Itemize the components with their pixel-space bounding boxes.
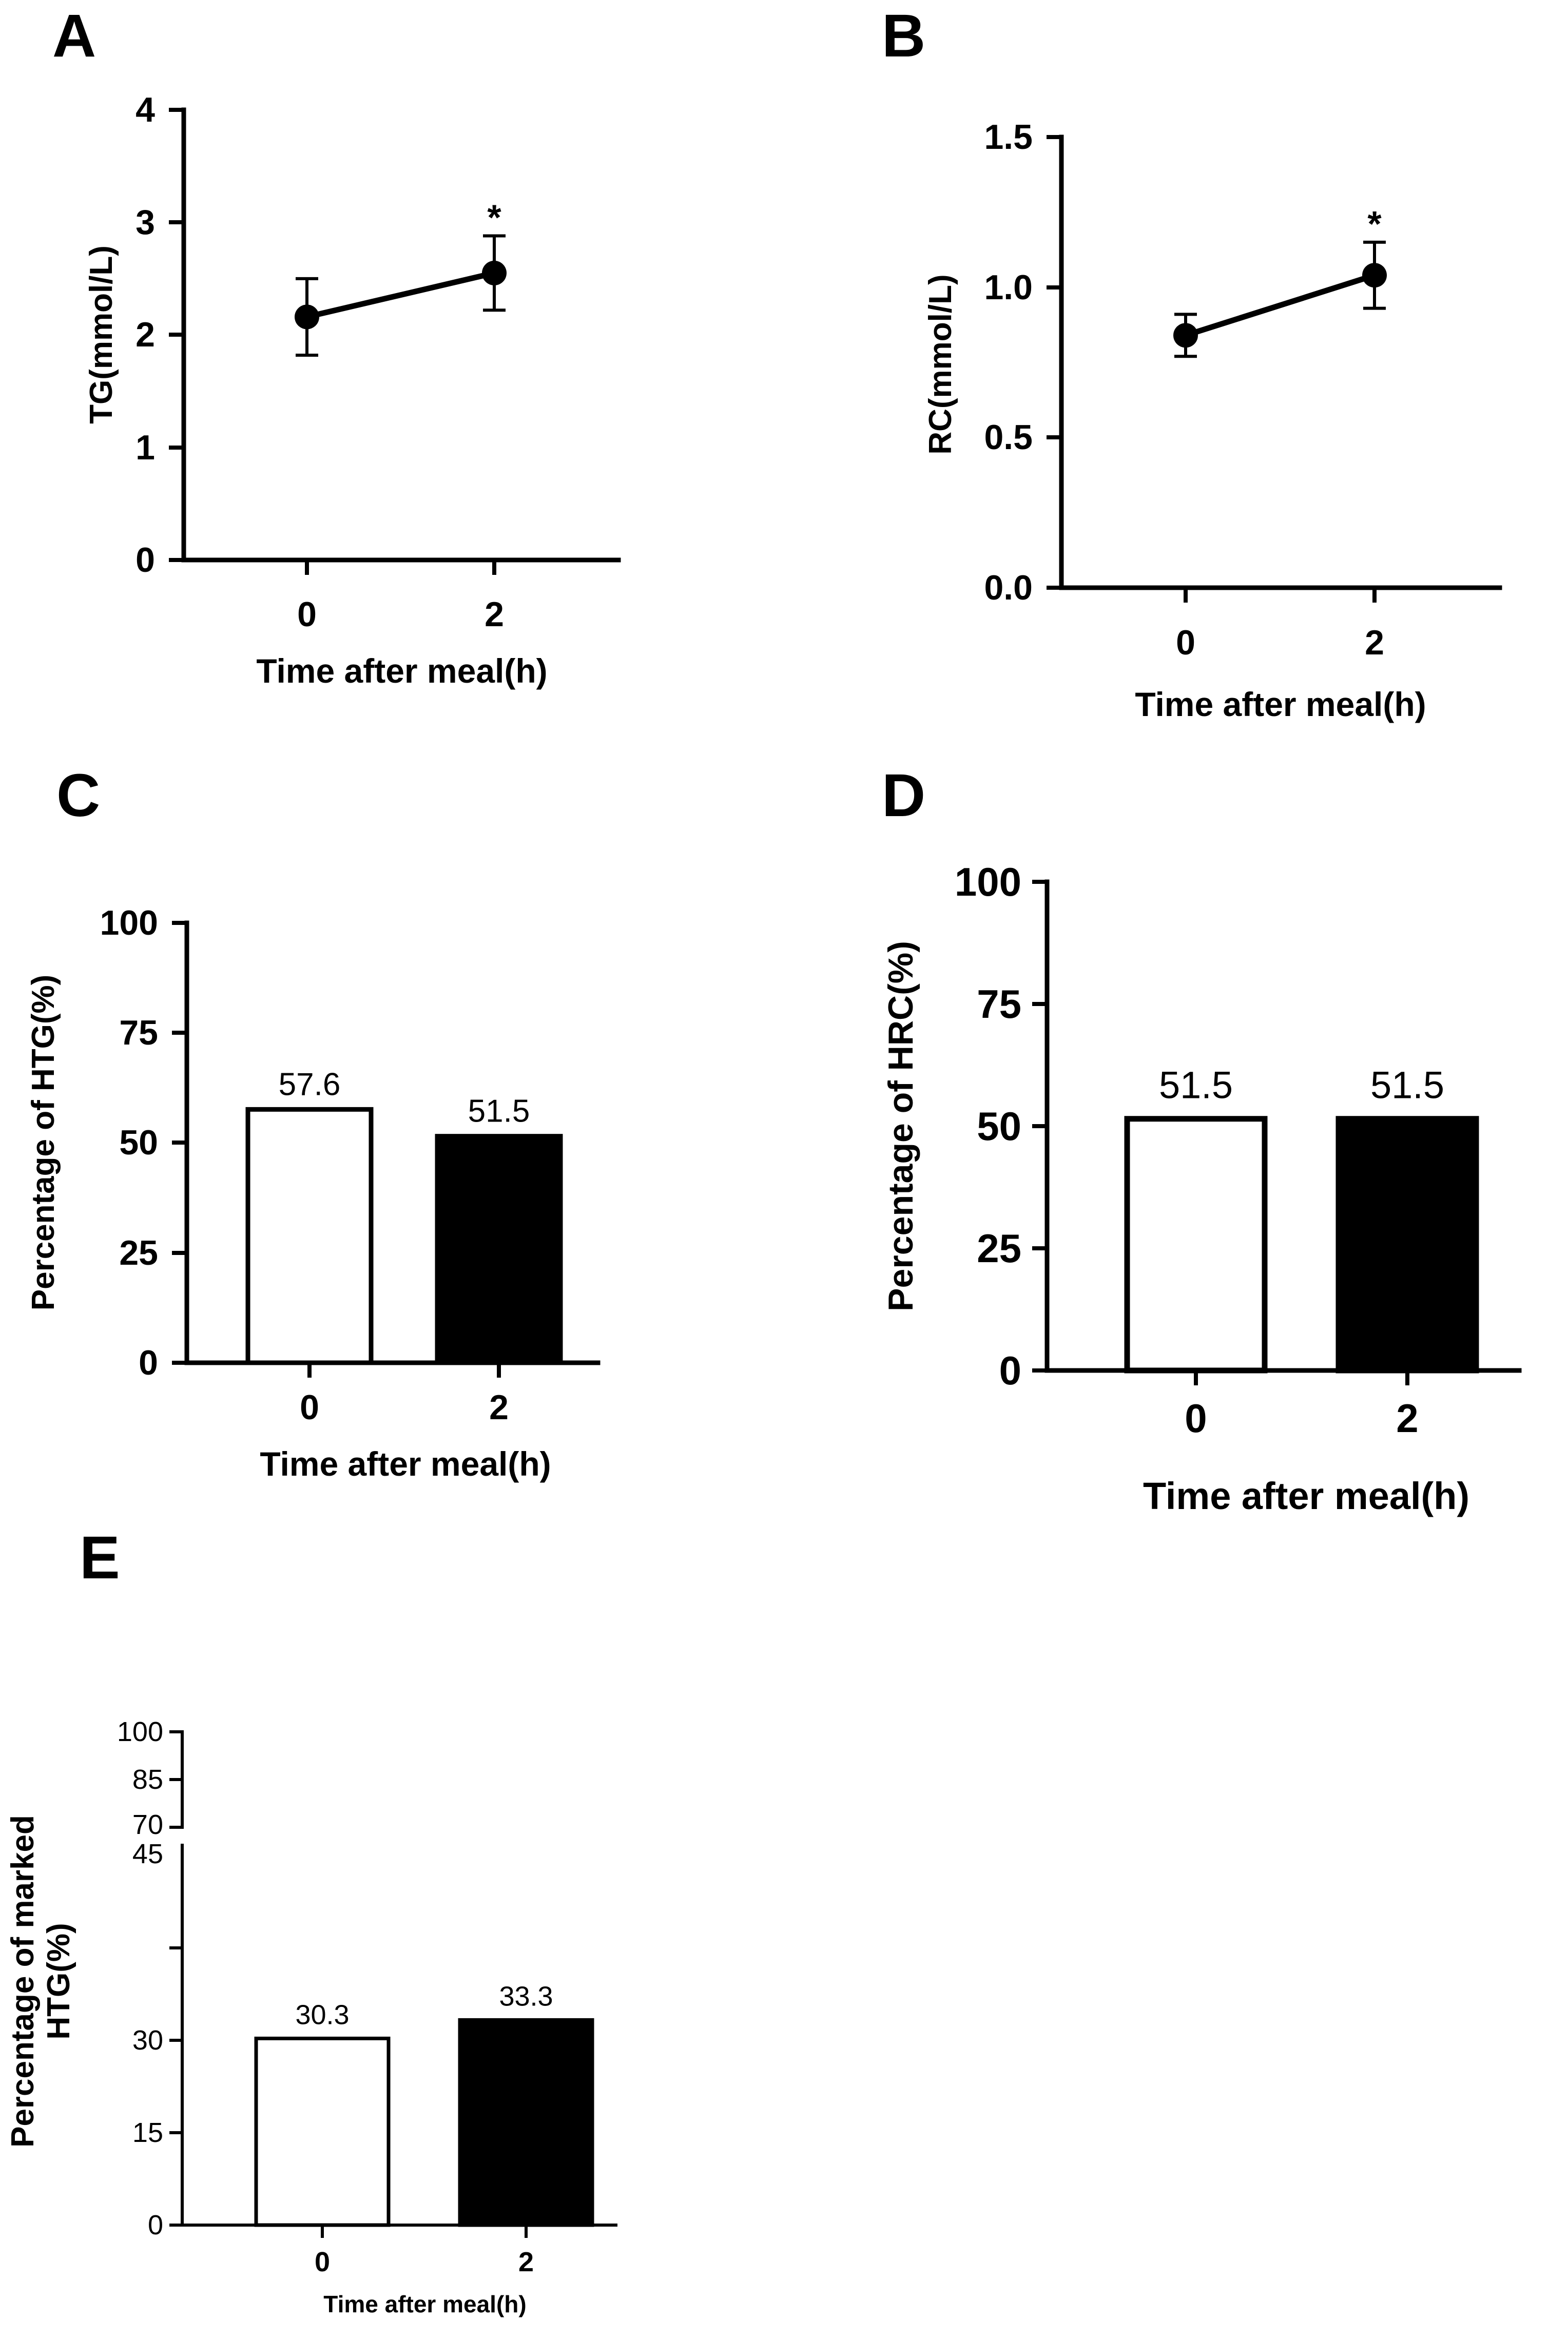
panel-b-axes xyxy=(1059,134,1502,590)
panel-d-ytick-label-1: 25 xyxy=(977,1226,1021,1271)
panel-a: A 0 1 2 3 4 0 2 Time after meal(h) TG(mm… xyxy=(52,2,621,690)
panel-a-point-0 xyxy=(295,304,319,330)
panel-a-point-1 xyxy=(482,260,507,285)
panel-letter-d: D xyxy=(882,762,925,829)
panel-d-xtick-label-0: 0 xyxy=(1185,1396,1207,1441)
panel-e-data-label-1: 33.3 xyxy=(499,1981,553,2012)
panel-d-bar-1 xyxy=(1335,1116,1479,1374)
panel-c-x-ticks: 0 2 xyxy=(300,1361,509,1427)
panel-b-y-ticks: 0.0 0.5 1.0 1.5 xyxy=(984,118,1063,607)
panel-d-data-label-0: 51.5 xyxy=(1159,1064,1233,1107)
panel-b: B 0.0 0.5 1.0 1.5 0 2 Time after meal(h)… xyxy=(882,2,1502,723)
panel-b-ytick-label-1: 0.5 xyxy=(984,418,1033,457)
panel-b-ytick-label-3: 1.5 xyxy=(984,118,1033,157)
panel-d-y-ticks: 0 25 50 75 100 xyxy=(955,859,1049,1393)
panel-e-ytick-label-6: 100 xyxy=(117,1716,163,1747)
panel-e-data-label-0: 30.3 xyxy=(295,1999,349,2030)
panel-b-point-0 xyxy=(1173,323,1198,348)
panel-c-bar-1 xyxy=(435,1134,563,1365)
panel-letter-e: E xyxy=(80,1524,120,1592)
panel-c-y-axis-label: Percentage of HTG(%) xyxy=(26,975,61,1311)
panel-d-ytick-label-0: 0 xyxy=(999,1348,1021,1393)
panel-letter-c: C xyxy=(56,762,100,829)
panel-d-xtick-label-1: 2 xyxy=(1396,1396,1418,1441)
panel-c-ytick-label-1: 25 xyxy=(119,1233,158,1272)
panel-b-xtick-label-1: 2 xyxy=(1365,623,1384,662)
panel-e-bar-1 xyxy=(458,2018,594,2227)
panel-a-y-ticks: 0 1 2 3 4 xyxy=(135,90,186,579)
panel-a-plot: * xyxy=(295,198,507,357)
panel-d-plot: 51.5 51.5 xyxy=(1124,1064,1479,1374)
panel-e-x-ticks: 0 2 xyxy=(315,2224,534,2277)
panel-letter-b: B xyxy=(882,2,925,70)
panel-d-x-axis-label: Time after meal(h) xyxy=(1143,1475,1469,1517)
panel-c-bar-0 xyxy=(245,1107,374,1365)
panel-e: E 0 15 30 45 70 85 100 0 2 Time after m xyxy=(5,1524,617,2317)
panel-c-plot: 57.6 51.5 xyxy=(245,1067,563,1365)
panel-c-ytick-label-0: 0 xyxy=(139,1343,158,1382)
panel-e-y-ticks: 0 15 30 45 70 85 100 xyxy=(117,1716,184,2240)
panel-c-y-ticks: 0 25 50 75 100 xyxy=(100,903,189,1382)
panel-a-ytick-label-1: 1 xyxy=(135,428,155,467)
panel-b-ytick-label-0: 0.0 xyxy=(984,568,1033,607)
panel-e-xtick-label-1: 2 xyxy=(518,2247,534,2277)
panel-d-ytick-label-4: 100 xyxy=(955,859,1021,904)
panel-d-ytick-label-3: 75 xyxy=(977,981,1021,1027)
panel-a-series-line xyxy=(306,270,495,320)
panel-c-xtick-label-0: 0 xyxy=(300,1388,319,1427)
panel-d: D 0 25 50 75 100 0 2 Time after meal(h) … xyxy=(881,762,1522,1517)
panel-b-ytick-label-2: 1.0 xyxy=(984,268,1033,307)
panel-a-xtick-label-0: 0 xyxy=(297,595,317,634)
panel-c-ytick-label-3: 75 xyxy=(119,1013,158,1052)
panel-a-x-ticks: 0 2 xyxy=(297,558,504,634)
panel-c-x-axis-label: Time after meal(h) xyxy=(260,1445,551,1483)
panel-a-ytick-label-2: 2 xyxy=(135,315,155,354)
panel-e-ytick-label-1: 15 xyxy=(132,2117,163,2148)
panel-b-x-axis-label: Time after meal(h) xyxy=(1135,685,1426,723)
panel-e-xtick-label-0: 0 xyxy=(315,2247,330,2277)
panel-a-ytick-label-0: 0 xyxy=(135,540,155,579)
panel-b-xtick-label-0: 0 xyxy=(1176,623,1195,662)
panel-d-y-axis-label: Percentage of HRC(%) xyxy=(881,941,920,1311)
panel-e-x-axis-label: Time after meal(h) xyxy=(323,2291,526,2317)
panel-c-ytick-label-2: 50 xyxy=(119,1123,158,1162)
panel-e-ytick-label-2: 30 xyxy=(132,2025,163,2056)
panel-d-x-ticks: 0 2 xyxy=(1185,1368,1419,1441)
panel-e-y-axis-label-line-2: HTG(%) xyxy=(41,1923,76,2039)
panel-d-ytick-label-2: 50 xyxy=(977,1104,1021,1149)
panel-b-significance-marker: * xyxy=(1367,204,1382,244)
panel-a-ytick-label-3: 3 xyxy=(135,203,155,242)
panel-c-ytick-label-4: 100 xyxy=(100,903,158,942)
panel-c-data-label-0: 57.6 xyxy=(279,1067,341,1102)
panel-letter-a: A xyxy=(52,2,96,70)
panel-a-ytick-label-4: 4 xyxy=(135,90,155,129)
panel-e-ytick-label-0: 0 xyxy=(148,2210,163,2240)
panel-e-bar-0 xyxy=(254,2036,391,2227)
panel-a-axes xyxy=(181,107,621,563)
panel-b-point-1 xyxy=(1362,263,1387,288)
panel-b-y-axis-label: RC(mmol/L) xyxy=(923,274,958,454)
panel-e-ytick-label-5: 85 xyxy=(132,1764,163,1795)
panel-c-data-label-1: 51.5 xyxy=(468,1094,530,1129)
panel-e-ytick-label-3: 45 xyxy=(132,1839,163,1869)
panel-b-plot: * xyxy=(1173,204,1387,358)
panel-e-ytick-label-4: 70 xyxy=(132,1809,163,1840)
panel-e-y-axis-label-line-1: Percentage of marked xyxy=(5,1815,41,2148)
panel-a-xtick-label-1: 2 xyxy=(485,595,504,634)
panel-d-bar-0 xyxy=(1124,1116,1268,1374)
panel-a-significance-marker: * xyxy=(487,198,501,238)
panel-c: C 0 25 50 75 100 0 2 Time after meal(h) … xyxy=(26,762,601,1483)
panel-c-xtick-label-1: 2 xyxy=(489,1388,509,1427)
panel-b-series-line xyxy=(1185,273,1376,338)
panel-a-y-axis-label: TG(mmol/L) xyxy=(84,245,119,424)
panel-b-x-ticks: 0 2 xyxy=(1176,586,1384,662)
panel-a-x-axis-label: Time after meal(h) xyxy=(256,652,547,690)
panel-d-data-label-1: 51.5 xyxy=(1370,1064,1444,1107)
panel-e-plot: 30.3 33.3 xyxy=(254,1981,594,2227)
